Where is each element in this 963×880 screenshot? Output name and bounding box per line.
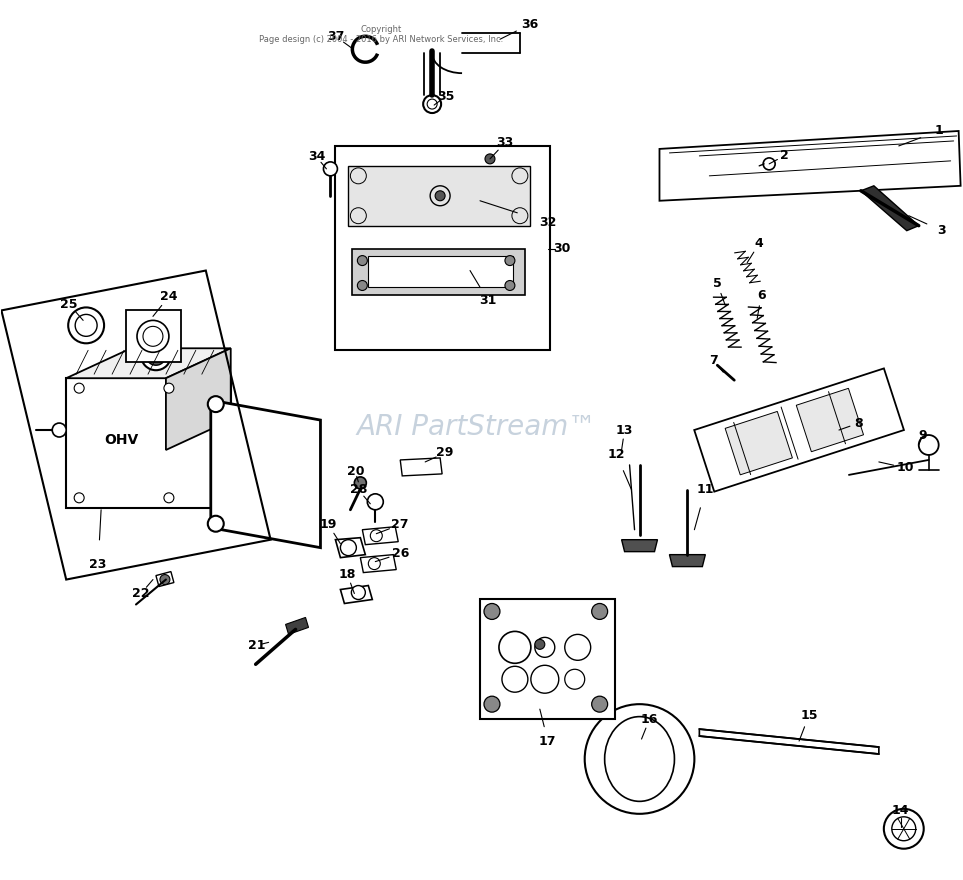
Circle shape	[340, 539, 356, 555]
Text: 30: 30	[553, 242, 570, 255]
Circle shape	[585, 704, 694, 814]
Circle shape	[68, 307, 104, 343]
Circle shape	[208, 516, 223, 532]
Bar	[126, 311, 181, 363]
Polygon shape	[349, 165, 530, 225]
Text: 1: 1	[934, 124, 943, 137]
Bar	[66, 378, 231, 508]
Text: 5: 5	[713, 277, 721, 290]
Circle shape	[74, 383, 84, 393]
Circle shape	[484, 604, 500, 620]
Text: 22: 22	[132, 587, 149, 600]
Text: 16: 16	[640, 713, 658, 726]
Circle shape	[423, 95, 441, 113]
Text: ARI PartStream™: ARI PartStream™	[356, 413, 597, 441]
Text: 23: 23	[90, 558, 107, 571]
Circle shape	[591, 696, 608, 712]
Text: 34: 34	[308, 150, 325, 164]
Text: 10: 10	[897, 461, 915, 474]
Text: 2: 2	[780, 150, 789, 163]
Circle shape	[357, 281, 367, 290]
Circle shape	[505, 281, 515, 290]
Circle shape	[884, 809, 924, 848]
Text: 7: 7	[709, 354, 717, 367]
Polygon shape	[352, 249, 525, 296]
Circle shape	[357, 255, 367, 266]
Polygon shape	[166, 348, 231, 450]
Text: 13: 13	[616, 423, 634, 436]
Text: 21: 21	[247, 639, 266, 652]
Text: 35: 35	[437, 90, 455, 103]
Text: 27: 27	[392, 518, 409, 532]
Text: 3: 3	[937, 224, 946, 238]
Text: 24: 24	[160, 290, 177, 303]
Text: Copyright
Page design (c) 2004 - 2016 by ARI Network Services, Inc.: Copyright Page design (c) 2004 - 2016 by…	[258, 25, 503, 44]
Ellipse shape	[605, 716, 674, 802]
Polygon shape	[660, 131, 961, 201]
Circle shape	[146, 345, 166, 365]
Circle shape	[919, 435, 939, 455]
Text: 18: 18	[339, 568, 356, 581]
Circle shape	[435, 191, 445, 201]
Circle shape	[534, 640, 545, 649]
Polygon shape	[360, 554, 396, 573]
Polygon shape	[861, 186, 919, 231]
Circle shape	[354, 477, 366, 489]
Circle shape	[591, 604, 608, 620]
Text: 33: 33	[496, 136, 513, 150]
Polygon shape	[66, 348, 231, 378]
Polygon shape	[694, 369, 904, 492]
Polygon shape	[211, 400, 321, 547]
Text: 15: 15	[800, 708, 818, 722]
Circle shape	[485, 154, 495, 164]
Text: 36: 36	[521, 18, 538, 31]
Text: 4: 4	[755, 237, 764, 250]
Circle shape	[208, 396, 223, 412]
Text: 6: 6	[757, 289, 766, 302]
Circle shape	[367, 494, 383, 510]
Text: 17: 17	[539, 735, 557, 747]
Text: 11: 11	[696, 483, 715, 496]
Polygon shape	[725, 412, 793, 475]
Polygon shape	[621, 539, 658, 552]
Text: 25: 25	[61, 298, 78, 311]
Bar	[368, 255, 513, 288]
Polygon shape	[286, 618, 308, 634]
Text: 14: 14	[892, 804, 909, 818]
Circle shape	[160, 575, 169, 584]
Circle shape	[505, 255, 515, 266]
Circle shape	[764, 158, 775, 170]
Circle shape	[137, 320, 169, 352]
Polygon shape	[401, 458, 442, 476]
Circle shape	[164, 493, 174, 502]
Circle shape	[484, 696, 500, 712]
Polygon shape	[156, 572, 174, 587]
Polygon shape	[699, 730, 879, 754]
Text: 8: 8	[854, 416, 863, 429]
Circle shape	[351, 585, 365, 599]
Text: 32: 32	[539, 216, 557, 229]
Text: 19: 19	[320, 518, 337, 532]
Bar	[335, 146, 550, 350]
Polygon shape	[796, 388, 864, 451]
Circle shape	[164, 383, 174, 393]
Polygon shape	[362, 527, 399, 545]
Circle shape	[52, 423, 66, 437]
Text: 37: 37	[326, 30, 344, 43]
Text: 29: 29	[436, 446, 454, 459]
Circle shape	[141, 341, 170, 370]
Polygon shape	[335, 538, 365, 558]
Text: 9: 9	[919, 429, 927, 442]
Text: 31: 31	[480, 294, 497, 307]
Text: 12: 12	[608, 449, 625, 461]
Polygon shape	[340, 585, 373, 604]
Text: 20: 20	[347, 466, 364, 479]
Text: 28: 28	[350, 483, 367, 496]
Text: OHV: OHV	[104, 433, 138, 447]
Polygon shape	[669, 554, 705, 567]
Bar	[480, 599, 614, 719]
Circle shape	[74, 493, 84, 502]
Circle shape	[324, 162, 337, 176]
Text: 26: 26	[392, 547, 409, 561]
